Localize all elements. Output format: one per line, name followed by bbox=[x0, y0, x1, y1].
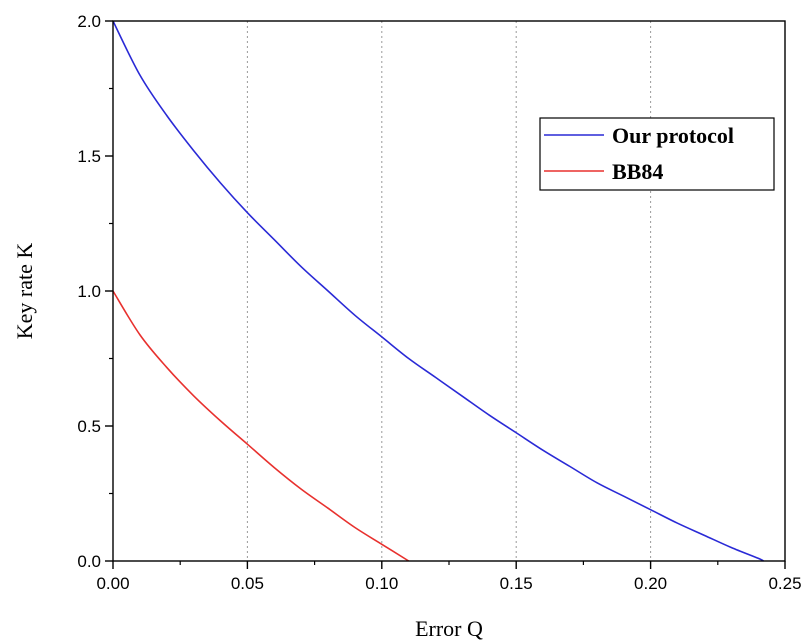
x-axis-title: Error Q bbox=[415, 616, 483, 641]
vertical-grid-lines bbox=[246, 21, 652, 561]
y-axis-title: Key rate K bbox=[12, 243, 37, 340]
series-line-bb84 bbox=[112, 290, 410, 562]
x-tick-label: 0.10 bbox=[365, 574, 398, 593]
y-tick-label: 1.5 bbox=[77, 147, 101, 166]
legend: Our protocol BB84 bbox=[539, 117, 775, 191]
y-tick-label: 0.0 bbox=[77, 552, 101, 571]
y-tick-label: 1.0 bbox=[77, 282, 101, 301]
series-line-our-protocol bbox=[112, 20, 764, 562]
x-tick-label: 0.00 bbox=[96, 574, 129, 593]
y-tick-label: 2.0 bbox=[77, 12, 101, 31]
legend-label-our-protocol: Our protocol bbox=[612, 123, 734, 148]
series-lines bbox=[112, 20, 764, 562]
x-tick-label: 0.20 bbox=[634, 574, 667, 593]
plot-frame bbox=[112, 20, 786, 562]
axis-ticks: 0.00 0.05 0.10 0.15 0.20 0.25 0.0 0.5 1.0 1.5 2.0 bbox=[77, 12, 801, 593]
x-tick-label: 0.25 bbox=[768, 574, 801, 593]
x-tick-label: 0.05 bbox=[231, 574, 264, 593]
legend-label-bb84: BB84 bbox=[612, 159, 663, 184]
y-tick-label: 0.5 bbox=[77, 417, 101, 436]
axes bbox=[112, 20, 786, 562]
legend-box bbox=[539, 117, 775, 191]
x-tick-label: 0.15 bbox=[500, 574, 533, 593]
